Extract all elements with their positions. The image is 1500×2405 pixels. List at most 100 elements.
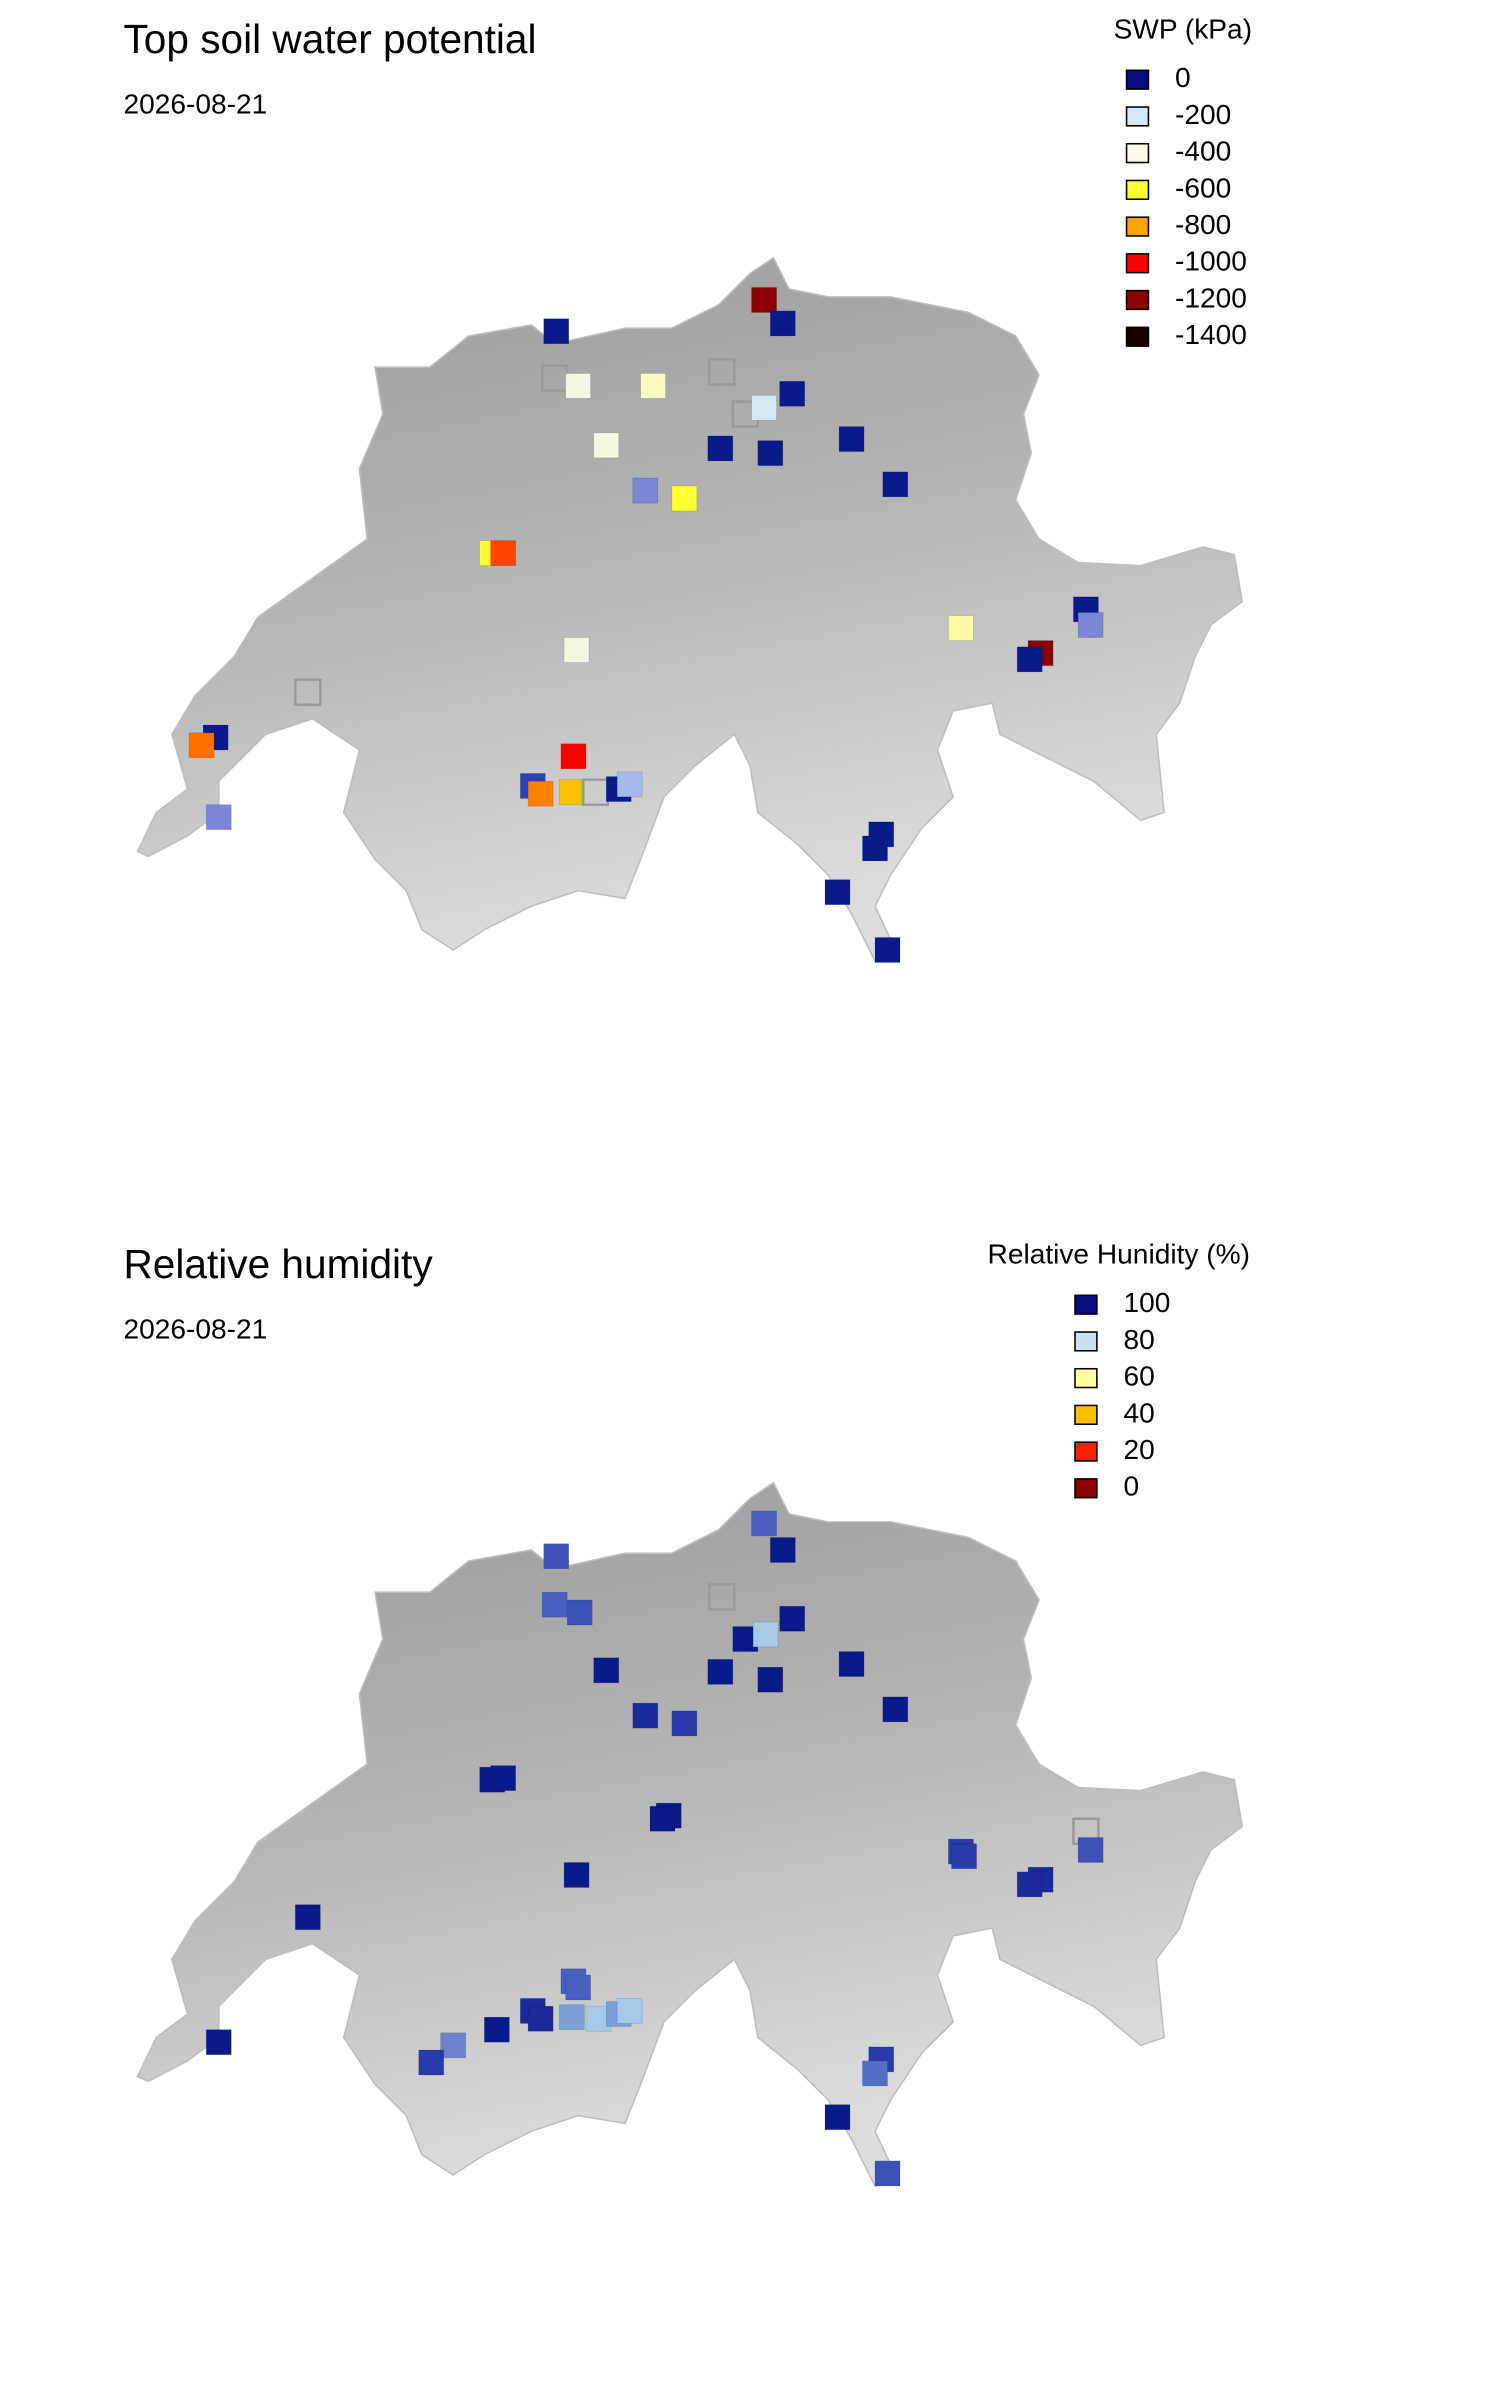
station-marker bbox=[560, 743, 587, 770]
station-marker bbox=[838, 426, 865, 452]
station-marker bbox=[558, 779, 585, 806]
legend-label: -400 bbox=[1175, 136, 1231, 167]
station-marker bbox=[543, 318, 570, 345]
station-marker bbox=[769, 1537, 796, 1563]
station-marker bbox=[205, 2029, 232, 2056]
station-marker bbox=[882, 1696, 909, 1723]
station-marker bbox=[563, 1862, 590, 1888]
legend-title: Relative Hunidity (%) bbox=[988, 1239, 1250, 1270]
station-marker bbox=[566, 1599, 593, 1626]
map-title: Relative humidity bbox=[123, 1241, 433, 1287]
station-marker bbox=[757, 1666, 784, 1693]
station-marker bbox=[779, 380, 806, 407]
station-marker bbox=[632, 477, 659, 504]
station-marker bbox=[751, 394, 777, 421]
station-marker bbox=[632, 1702, 659, 1729]
station-marker bbox=[543, 1543, 570, 1570]
country-outline bbox=[136, 1481, 1244, 2187]
station-marker bbox=[708, 1583, 736, 1611]
station-marker bbox=[824, 879, 851, 906]
station-marker bbox=[948, 615, 974, 642]
legend-swatch bbox=[1125, 289, 1150, 311]
station-marker bbox=[751, 287, 777, 313]
station-marker bbox=[1077, 1837, 1104, 1863]
legend-swatch bbox=[1125, 142, 1150, 164]
legend-label: 0 bbox=[1175, 62, 1191, 93]
station-marker bbox=[708, 358, 736, 386]
legend-label: -600 bbox=[1175, 172, 1231, 203]
station-marker bbox=[563, 637, 590, 663]
legend-swatch bbox=[1125, 69, 1150, 90]
station-marker bbox=[294, 1904, 321, 1931]
station-marker bbox=[616, 771, 643, 798]
station-marker bbox=[707, 435, 734, 462]
legend-label: 80 bbox=[1123, 1324, 1154, 1355]
station-marker bbox=[490, 540, 517, 567]
station-marker bbox=[757, 440, 784, 467]
legend-swatch bbox=[1125, 326, 1150, 347]
legend-swatch bbox=[1074, 1331, 1098, 1352]
map-title: Top soil water potential bbox=[123, 16, 536, 62]
legend-label: 20 bbox=[1123, 1434, 1154, 1465]
station-marker bbox=[1016, 646, 1043, 673]
station-marker bbox=[671, 1710, 698, 1737]
station-marker bbox=[874, 2160, 901, 2187]
legend-label: -1200 bbox=[1175, 282, 1247, 313]
station-marker bbox=[440, 2032, 467, 2059]
legend-label: -1400 bbox=[1175, 319, 1247, 350]
station-marker bbox=[418, 2049, 445, 2076]
legend-swatch bbox=[1074, 1404, 1098, 1425]
legend-swatch bbox=[1125, 253, 1150, 274]
station-marker bbox=[882, 471, 909, 498]
station-marker bbox=[565, 373, 592, 399]
legend-label: -1000 bbox=[1175, 246, 1247, 277]
station-marker bbox=[838, 1651, 865, 1677]
station-marker bbox=[616, 1998, 643, 2024]
station-marker bbox=[862, 2060, 888, 2087]
station-marker bbox=[188, 732, 215, 759]
station-marker bbox=[769, 310, 796, 337]
country-outline bbox=[136, 256, 1244, 962]
station-marker bbox=[649, 1805, 676, 1832]
station-marker bbox=[294, 678, 322, 706]
station-marker bbox=[483, 2016, 510, 2043]
station-marker bbox=[593, 432, 620, 459]
station-marker bbox=[671, 485, 698, 512]
station-marker bbox=[1077, 612, 1104, 638]
legend-label: -200 bbox=[1175, 99, 1231, 130]
legend-swatch bbox=[1074, 1294, 1098, 1315]
legend-label: 60 bbox=[1123, 1361, 1154, 1392]
map-date: 2026-08-21 bbox=[123, 89, 267, 120]
station-marker bbox=[862, 835, 888, 862]
station-marker bbox=[205, 804, 232, 831]
legend-title: SWP (kPa) bbox=[1114, 14, 1253, 45]
station-marker bbox=[951, 1843, 977, 1870]
station-marker bbox=[874, 937, 901, 963]
station-marker bbox=[707, 1658, 734, 1685]
map-date: 2026-08-21 bbox=[123, 1314, 267, 1345]
station-marker bbox=[565, 1974, 592, 2001]
legend-label: 40 bbox=[1123, 1397, 1154, 1428]
legend-swatch bbox=[1125, 216, 1150, 237]
legend-label: 100 bbox=[1123, 1287, 1170, 1318]
map-panel: Top soil water potential 2026-08-21 SWP … bbox=[123, 14, 1252, 963]
legend-swatch bbox=[1074, 1367, 1098, 1389]
station-marker bbox=[751, 1510, 777, 1537]
station-marker bbox=[527, 2005, 554, 2032]
legend-label: 0 bbox=[1123, 1471, 1139, 1502]
station-marker bbox=[490, 1765, 517, 1792]
station-marker bbox=[527, 780, 554, 807]
station-marker bbox=[752, 1621, 779, 1648]
legend-swatch bbox=[1074, 1478, 1098, 1499]
station-marker bbox=[640, 373, 667, 399]
station-marker bbox=[1016, 1871, 1043, 1898]
legend-label: -800 bbox=[1175, 209, 1231, 240]
station-marker bbox=[824, 2104, 851, 2131]
legend-swatch bbox=[1125, 179, 1150, 200]
station-marker bbox=[779, 1605, 806, 1632]
station-marker bbox=[593, 1657, 620, 1684]
legend-swatch bbox=[1125, 106, 1150, 127]
station-marker bbox=[558, 2004, 585, 2031]
